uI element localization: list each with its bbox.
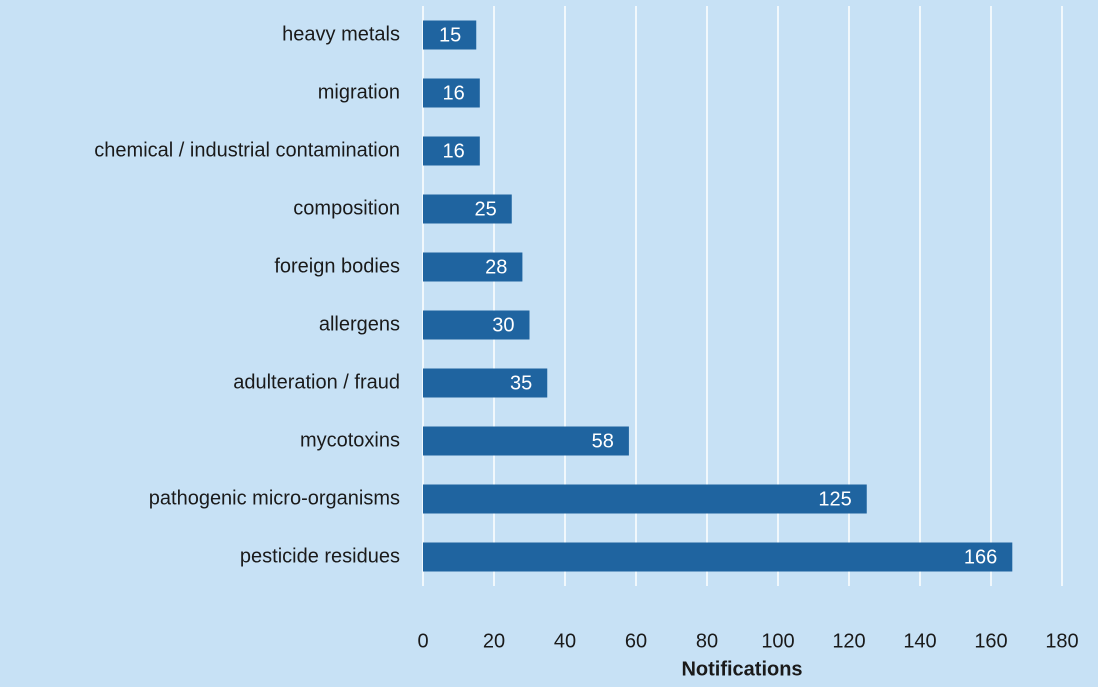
x-axis-title: Notifications [681,658,802,680]
data-label: 16 [443,82,465,104]
data-label: 16 [443,140,465,162]
y-tick-label: mycotoxins [300,429,400,451]
data-label: 35 [510,372,532,394]
y-tick-label: adulteration / fraud [233,371,400,393]
data-label: 30 [492,314,514,336]
y-tick-label: chemical / industrial contamination [94,139,400,161]
data-label: 15 [439,24,461,46]
x-tick-label: 140 [903,630,936,652]
bar [423,20,477,50]
bar [423,542,1013,572]
bar [423,136,480,166]
data-label: 58 [592,430,614,452]
data-label: 28 [485,256,507,278]
x-tick-label: 120 [832,630,865,652]
x-tick-label: 60 [625,630,647,652]
data-label: 25 [475,198,497,220]
y-tick-label: allergens [319,313,400,335]
y-tick-label: pesticide residues [240,545,400,567]
x-tick-label: 180 [1045,630,1078,652]
bar [423,426,629,456]
bar [423,368,548,398]
data-label: 166 [964,546,997,568]
y-tick-label: pathogenic micro-organisms [149,487,400,509]
x-tick-label: 20 [483,630,505,652]
bar [423,194,512,224]
bar [423,78,480,108]
y-tick-label: foreign bodies [274,255,400,277]
y-tick-label: heavy metals [282,23,400,45]
x-tick-label: 100 [761,630,794,652]
bar [423,310,530,340]
bar [423,484,867,514]
bar [423,252,523,282]
data-label: 125 [818,488,851,510]
x-tick-label: 160 [974,630,1007,652]
y-tick-label: migration [318,81,400,103]
y-tick-label: composition [293,197,400,219]
x-tick-label: 0 [417,630,428,652]
x-tick-label: 40 [554,630,576,652]
x-tick-label: 80 [696,630,718,652]
